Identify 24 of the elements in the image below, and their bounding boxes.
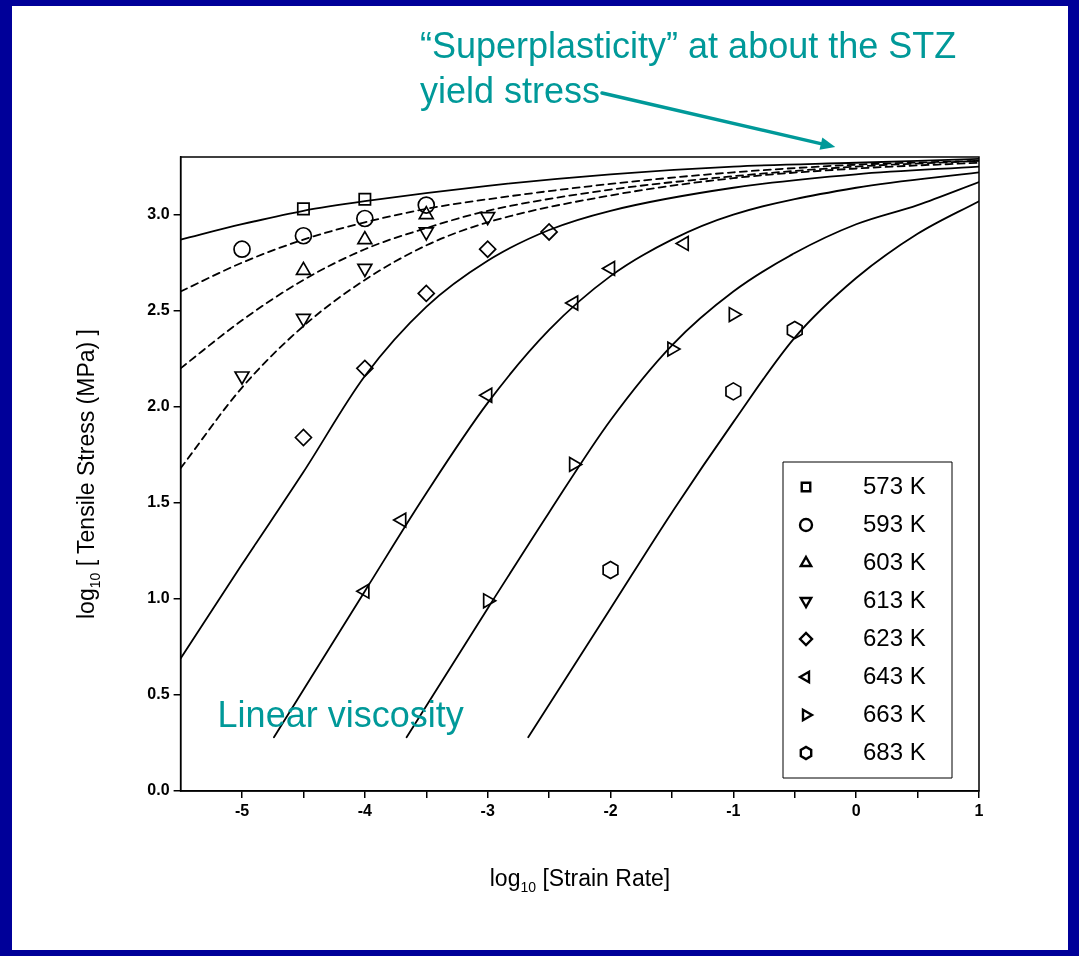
legend-label: 663 K bbox=[863, 699, 926, 727]
y-tick-label: 0.5 bbox=[147, 685, 170, 703]
legend-label: 683 K bbox=[863, 737, 926, 765]
legend-label: 613 K bbox=[863, 585, 926, 613]
x-tick-label: -3 bbox=[480, 802, 495, 820]
legend-label: 573 K bbox=[863, 471, 926, 499]
y-tick-label: 0.0 bbox=[147, 781, 170, 799]
y-tick-label: 3.0 bbox=[147, 205, 170, 223]
x-tick-label: -1 bbox=[726, 802, 741, 820]
text: “Superplasticity” at about the STZ yield stress bbox=[420, 25, 957, 111]
x-tick-label: 0 bbox=[851, 802, 861, 820]
x-tick-label: -4 bbox=[357, 802, 373, 820]
y-tick-label: 1.0 bbox=[147, 589, 170, 607]
x-tick-label: -5 bbox=[234, 802, 250, 820]
y-tick-label: 2.5 bbox=[147, 301, 170, 319]
legend-label: 623 K bbox=[863, 623, 926, 651]
y-tick-label: 2.0 bbox=[147, 397, 170, 415]
x-axis-title: log$_{10}$ [Strain Rate] bbox=[489, 865, 671, 895]
y-tick-label: 1.5 bbox=[147, 493, 170, 511]
legend-label: 643 K bbox=[863, 661, 926, 689]
legend-label: 593 K bbox=[863, 509, 926, 537]
x-tick-label: 1 bbox=[974, 802, 984, 820]
x-tick-label: -2 bbox=[603, 802, 618, 820]
legend-label: 603 K bbox=[863, 547, 926, 575]
